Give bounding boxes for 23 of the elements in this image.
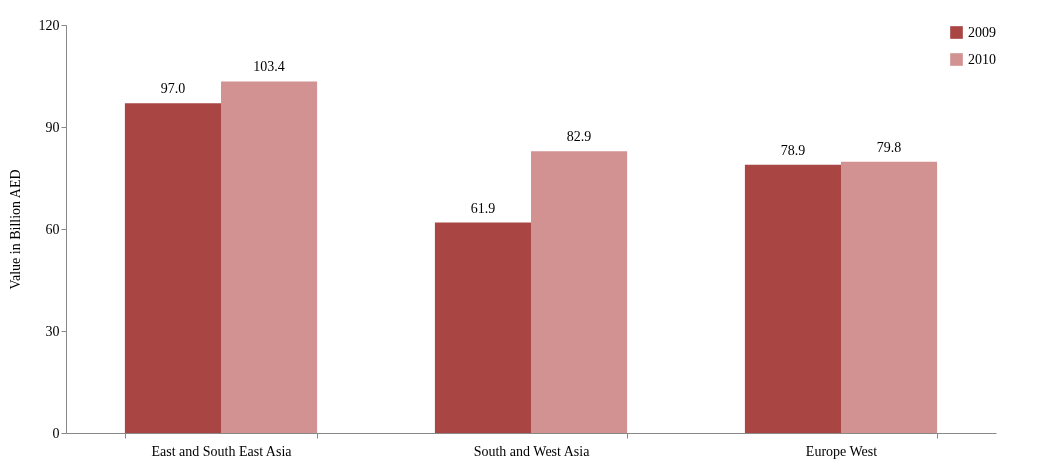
data-label: 78.9 bbox=[780, 142, 806, 158]
bar bbox=[744, 164, 841, 433]
bar bbox=[221, 81, 318, 433]
x-tick-label: South and West Asia bbox=[473, 443, 591, 459]
y-tick-label: 60 bbox=[45, 221, 60, 237]
y-tick-label: 120 bbox=[38, 17, 60, 33]
x-tick-label: East and South East Asia bbox=[151, 443, 293, 459]
bar bbox=[124, 103, 221, 433]
legend-label: 2009 bbox=[968, 24, 996, 40]
data-label: 97.0 bbox=[160, 81, 186, 97]
y-tick-label: 0 bbox=[52, 425, 60, 441]
x-tick-label: Europe West bbox=[805, 443, 878, 459]
y-tick-label: 90 bbox=[45, 119, 60, 135]
y-tick-label: 30 bbox=[45, 323, 60, 339]
bar bbox=[434, 222, 531, 433]
data-label: 79.8 bbox=[876, 139, 902, 155]
data-label: 61.9 bbox=[470, 200, 496, 216]
data-label: 103.4 bbox=[253, 59, 285, 75]
bar bbox=[841, 161, 938, 433]
bar bbox=[531, 151, 628, 433]
legend-label: 2010 bbox=[968, 51, 996, 67]
data-label: 82.9 bbox=[566, 129, 592, 145]
y-axis-title: Value in Billion AED bbox=[7, 169, 23, 290]
